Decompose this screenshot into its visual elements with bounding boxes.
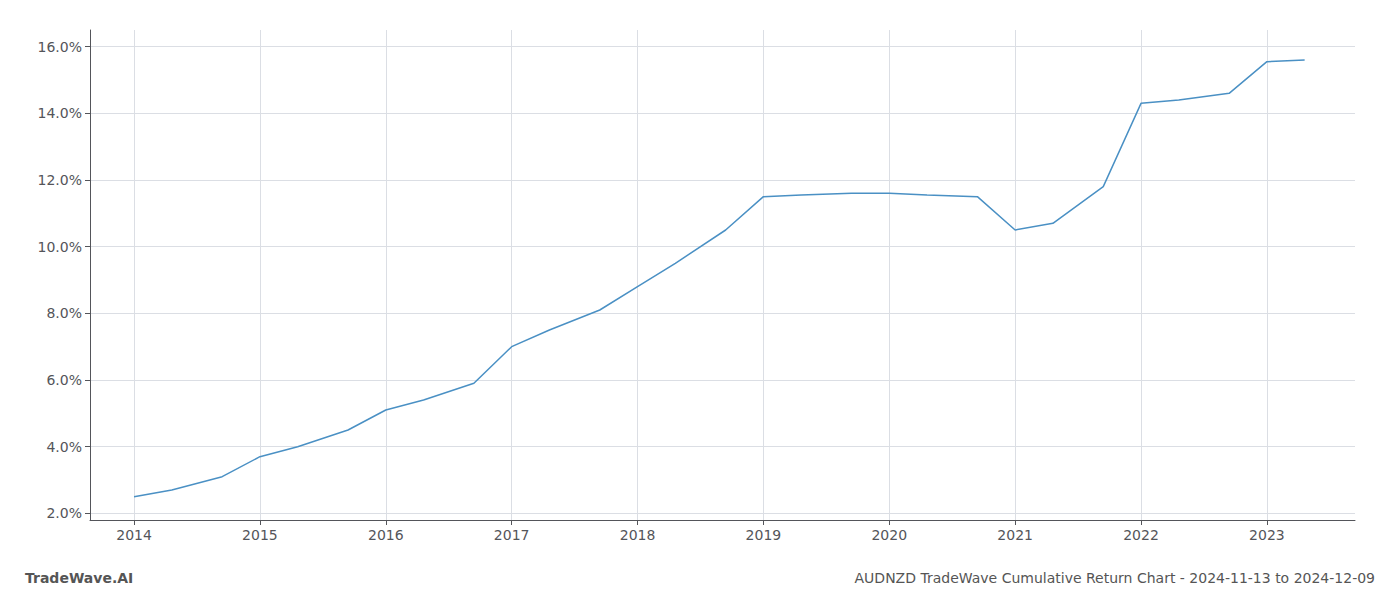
svg-text:2016: 2016 bbox=[368, 527, 404, 543]
svg-text:2023: 2023 bbox=[1249, 527, 1285, 543]
svg-text:2017: 2017 bbox=[494, 527, 530, 543]
svg-text:AUDNZD TradeWave Cumulative Re: AUDNZD TradeWave Cumulative Return Chart… bbox=[855, 570, 1375, 586]
svg-text:2014: 2014 bbox=[116, 527, 152, 543]
svg-text:2020: 2020 bbox=[871, 527, 907, 543]
svg-text:16.0%: 16.0% bbox=[38, 39, 82, 55]
svg-text:2015: 2015 bbox=[242, 527, 278, 543]
svg-text:2.0%: 2.0% bbox=[46, 505, 82, 521]
svg-text:12.0%: 12.0% bbox=[38, 172, 82, 188]
svg-text:2018: 2018 bbox=[620, 527, 656, 543]
svg-text:14.0%: 14.0% bbox=[38, 105, 82, 121]
svg-text:4.0%: 4.0% bbox=[46, 439, 82, 455]
svg-text:8.0%: 8.0% bbox=[46, 305, 82, 321]
svg-text:2021: 2021 bbox=[997, 527, 1033, 543]
svg-text:2019: 2019 bbox=[746, 527, 782, 543]
svg-text:2022: 2022 bbox=[1123, 527, 1159, 543]
svg-text:TradeWave.AI: TradeWave.AI bbox=[25, 570, 133, 586]
svg-text:6.0%: 6.0% bbox=[46, 372, 82, 388]
svg-text:10.0%: 10.0% bbox=[38, 239, 82, 255]
